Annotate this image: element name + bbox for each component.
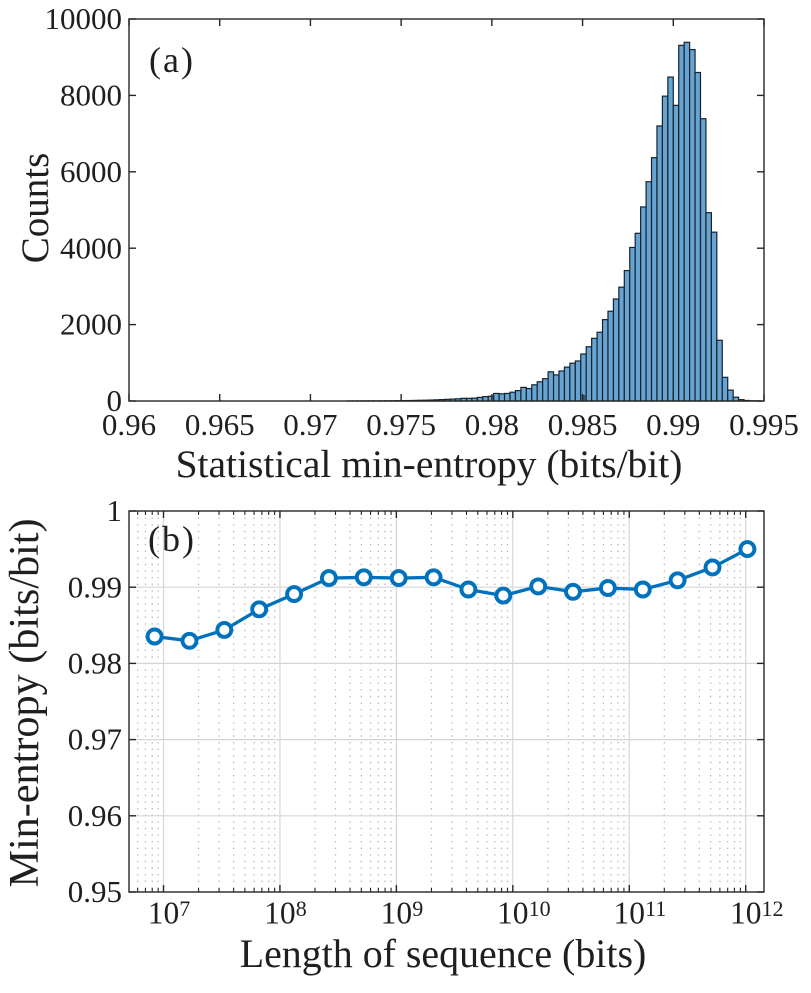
svg-text:(b): (b) [148, 519, 196, 559]
svg-text:12: 12 [762, 896, 784, 921]
svg-text:4000: 4000 [60, 230, 122, 265]
svg-text:2000: 2000 [60, 307, 122, 342]
svg-text:1: 1 [107, 493, 123, 528]
svg-text:0.96: 0.96 [102, 407, 156, 442]
svg-text:10: 10 [529, 896, 551, 921]
svg-text:0.97: 0.97 [68, 722, 122, 757]
svg-text:10: 10 [264, 896, 296, 931]
svg-text:0.95: 0.95 [68, 874, 122, 909]
svg-text:10: 10 [148, 896, 180, 931]
svg-text:Statistical min-entropy (bits/: Statistical min-entropy (bits/bit) [176, 442, 683, 486]
svg-text:Min-entropy (bits/bit): Min-entropy (bits/bit) [1, 518, 48, 887]
svg-text:11: 11 [645, 896, 666, 921]
svg-text:8000: 8000 [60, 78, 122, 113]
svg-text:10: 10 [730, 896, 762, 931]
svg-text:0.965: 0.965 [185, 407, 255, 442]
svg-text:0: 0 [107, 383, 123, 418]
svg-text:0.985: 0.985 [548, 407, 618, 442]
svg-text:0.99: 0.99 [646, 407, 700, 442]
svg-text:10000: 10000 [45, 1, 123, 36]
svg-text:6000: 6000 [60, 154, 122, 189]
svg-text:0.97: 0.97 [283, 407, 337, 442]
svg-text:Length of sequence (bits): Length of sequence (bits) [240, 931, 647, 976]
svg-text:8: 8 [296, 896, 307, 921]
svg-text:0.975: 0.975 [366, 407, 436, 442]
svg-text:0.995: 0.995 [729, 407, 799, 442]
svg-text:0.99: 0.99 [68, 569, 122, 604]
svg-text:10: 10 [614, 896, 646, 931]
svg-text:10: 10 [381, 896, 413, 931]
svg-text:9: 9 [412, 896, 423, 921]
svg-text:10: 10 [497, 896, 529, 931]
svg-text:0.98: 0.98 [465, 407, 519, 442]
svg-text:Counts: Counts [14, 153, 57, 264]
svg-text:(a): (a) [149, 40, 195, 80]
svg-text:0.96: 0.96 [68, 798, 122, 833]
svg-text:0.98: 0.98 [68, 646, 122, 681]
svg-text:7: 7 [179, 896, 190, 921]
